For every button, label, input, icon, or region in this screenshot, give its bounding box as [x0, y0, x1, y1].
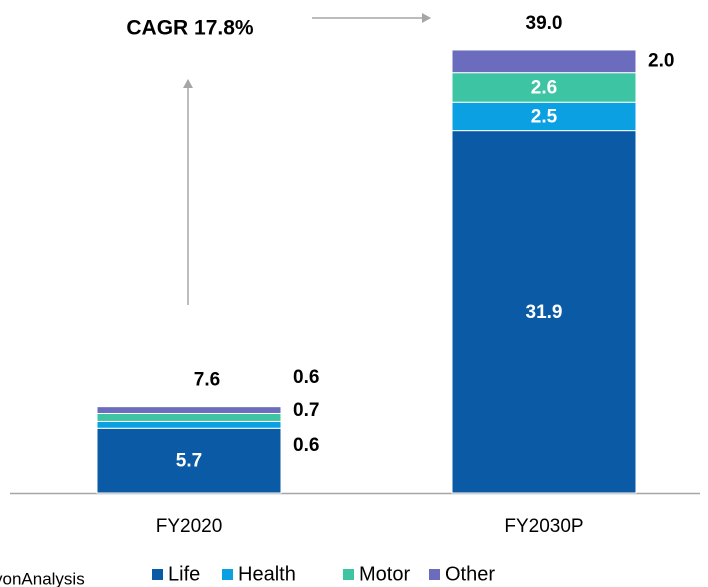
- bar-segment: [96, 412, 282, 422]
- segment-label: 2.5: [531, 106, 558, 127]
- legend-swatch: [429, 569, 440, 580]
- bar-segment: [96, 427, 282, 494]
- segment-label: 0.6: [293, 435, 319, 456]
- bar-segment: [451, 101, 637, 132]
- segment-label: 5.7: [176, 451, 202, 472]
- legend-swatch: [152, 569, 163, 580]
- bar-segment: [96, 406, 282, 414]
- cagr-annotation: CAGR 17.8%: [126, 17, 254, 40]
- source-note: yonAnalysis: [0, 569, 85, 587]
- legend-label: Other: [445, 563, 495, 585]
- bar-segment: [96, 420, 282, 429]
- bar-segment: [451, 72, 637, 103]
- total-label: 7.6: [194, 370, 220, 391]
- total-label: 39.0: [526, 13, 563, 34]
- segment-label: 2.6: [531, 77, 557, 98]
- bar-segment: [451, 49, 637, 74]
- segment-label: 0.6: [293, 367, 319, 388]
- legend-swatch: [222, 569, 233, 580]
- x-tick-label: FY2020: [156, 516, 223, 537]
- legend-label: Health: [238, 563, 296, 585]
- x-tick-label: FY2030P: [504, 516, 583, 537]
- legend-label: Motor: [359, 563, 410, 585]
- segment-label: 0.7: [293, 400, 319, 421]
- legend-swatch: [343, 569, 354, 580]
- segment-label: 2.0: [648, 50, 674, 71]
- legend-label: Life: [168, 563, 200, 585]
- segment-label: 31.9: [526, 302, 563, 323]
